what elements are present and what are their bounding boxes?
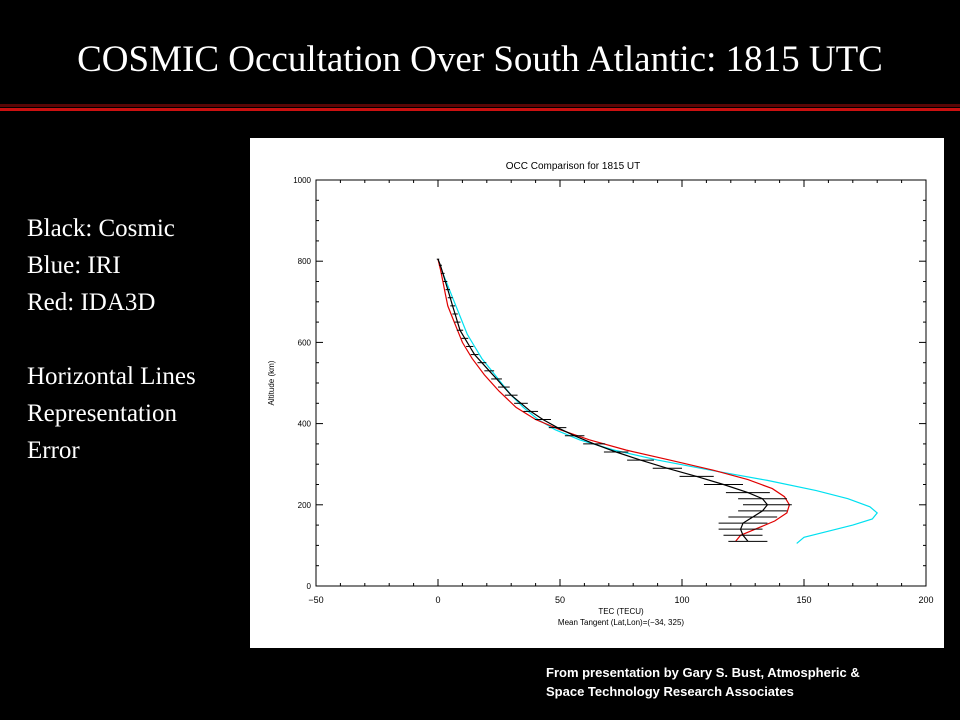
x-tick-label-5: 200 bbox=[918, 595, 933, 605]
source-credit: From presentation by Gary S. Bust, Atmos… bbox=[546, 663, 860, 701]
y-tick-label-2: 400 bbox=[298, 420, 312, 429]
y-tick-label-3: 600 bbox=[298, 338, 312, 347]
y-tick-label-1: 200 bbox=[298, 501, 312, 510]
legend-text: Black: Cosmic Blue: IRI Red: IDA3D Horiz… bbox=[27, 210, 196, 469]
series-ida3d-line bbox=[437, 259, 791, 542]
chart-title: OCC Comparison for 1815 UT bbox=[506, 161, 641, 172]
series-layer bbox=[436, 258, 879, 544]
y-tick-label-4: 800 bbox=[298, 257, 312, 266]
y-tick-label-5: 1000 bbox=[293, 176, 311, 185]
credit-line-2: Space Technology Research Associates bbox=[546, 684, 794, 699]
series-cosmic-line bbox=[437, 258, 769, 542]
series-iri-line bbox=[437, 259, 879, 544]
note-line-1: Horizontal Lines bbox=[27, 363, 196, 390]
title-divider-shadow bbox=[0, 104, 960, 107]
plot-frame bbox=[315, 179, 927, 587]
legend-ida3d: Red: IDA3D bbox=[27, 289, 156, 316]
y-axis-title: Altitude (km) bbox=[267, 360, 276, 405]
title-divider bbox=[0, 108, 960, 111]
legend-iri: Blue: IRI bbox=[27, 252, 121, 279]
x-tick-label-2: 50 bbox=[555, 595, 565, 605]
x-tick-label-4: 150 bbox=[796, 595, 811, 605]
legend-cosmic: Black: Cosmic bbox=[27, 215, 175, 242]
note-line-3: Error bbox=[27, 437, 80, 464]
axis-ticks: −50 0 50 100 150 200 0 200 400 600 800 1000 bbox=[293, 176, 933, 605]
x-axis-title: TEC (TECU) bbox=[598, 607, 644, 616]
chart-panel: OCC Comparison for 1815 UT −50 0 50 100 150 2… bbox=[250, 138, 944, 648]
x-tick-label-0: −50 bbox=[308, 595, 323, 605]
credit-line-1: From presentation by Gary S. Bust, Atmos… bbox=[546, 665, 860, 680]
slide-title: COSMIC Occultation Over South Atlantic: … bbox=[77, 39, 883, 80]
chart-svg: OCC Comparison for 1815 UT −50 0 50 100 150 2… bbox=[267, 161, 934, 627]
note-line-2: Representation bbox=[27, 400, 177, 427]
x-tick-label-3: 100 bbox=[674, 595, 689, 605]
chart-subtitle: Mean Tangent (Lat,Lon)=(−34, 325) bbox=[558, 618, 685, 627]
x-tick-label-1: 0 bbox=[435, 595, 440, 605]
y-tick-label-0: 0 bbox=[307, 582, 312, 591]
